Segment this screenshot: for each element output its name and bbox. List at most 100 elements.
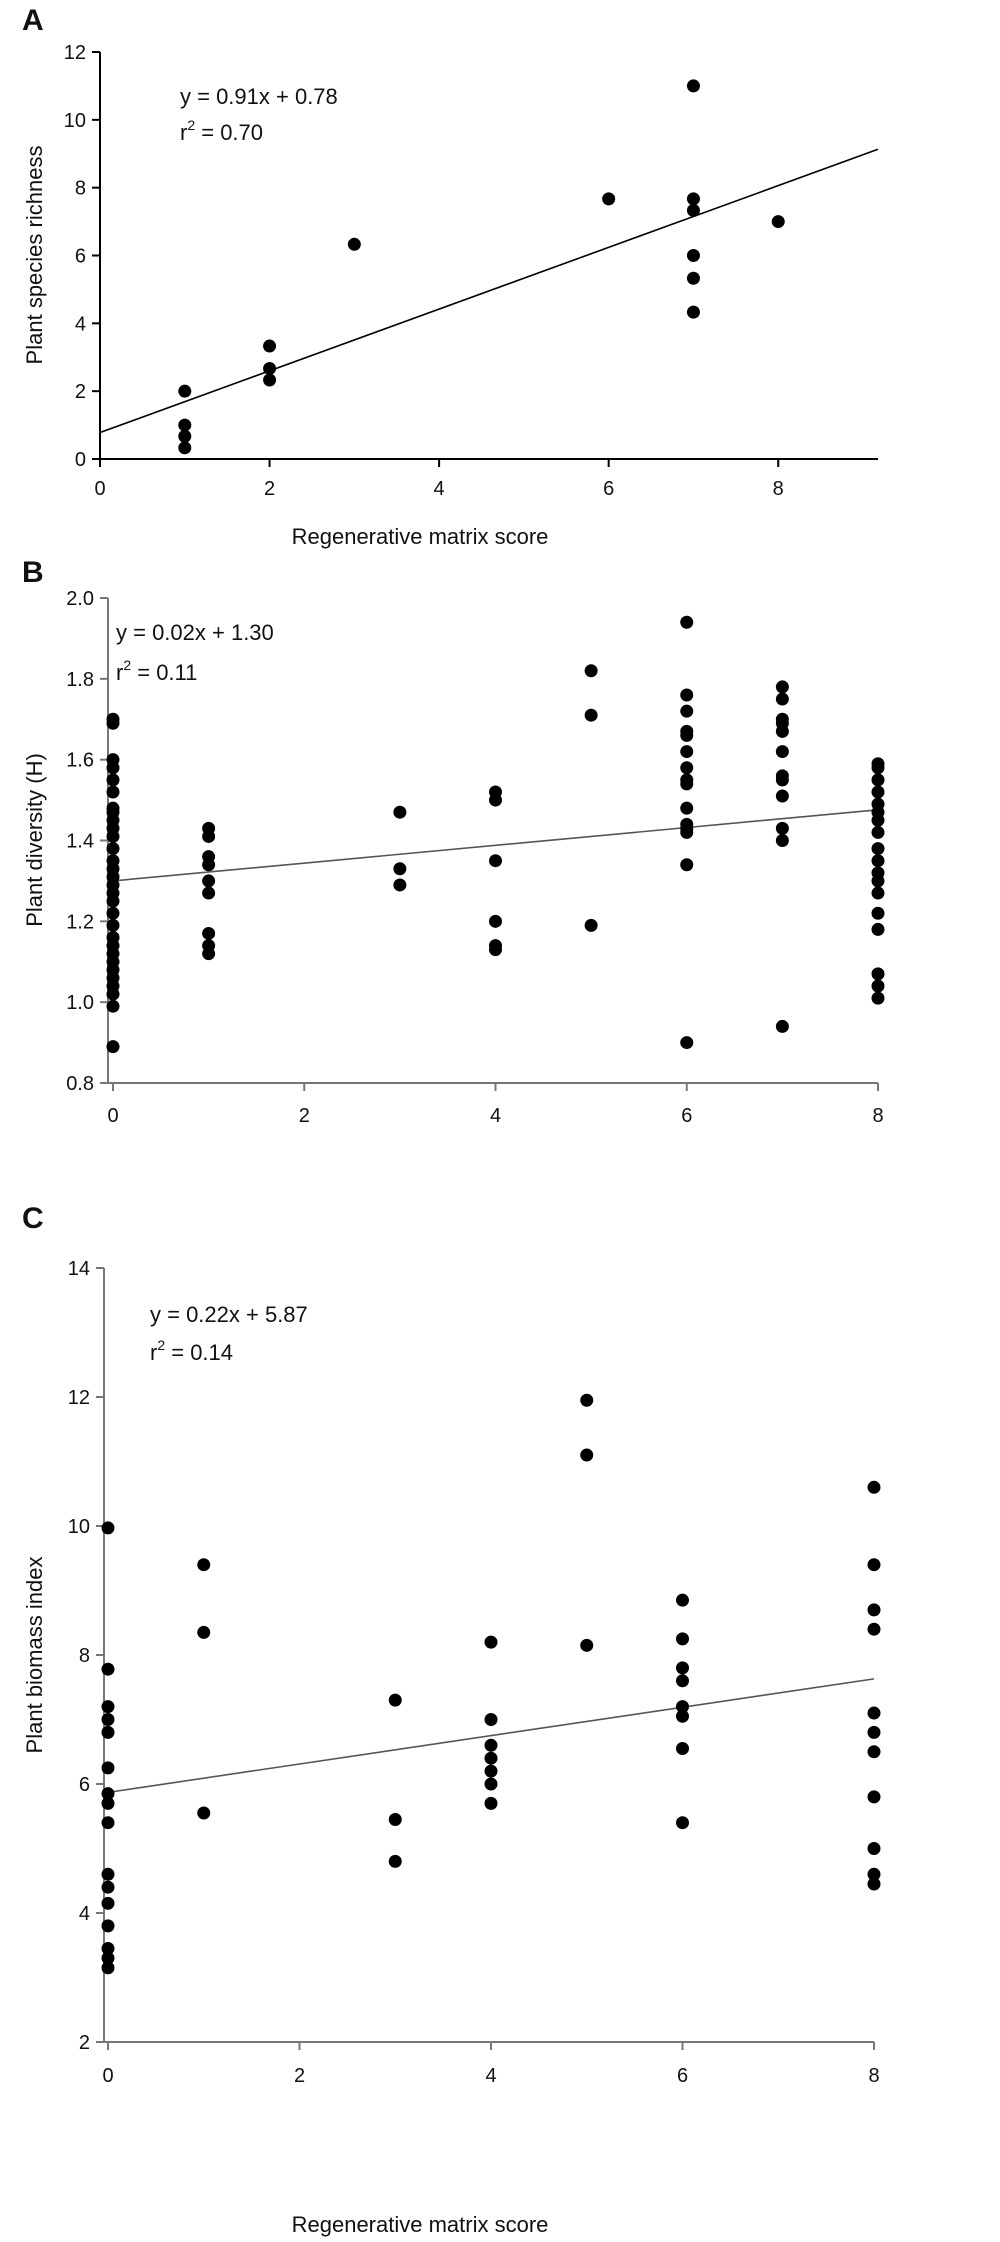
x-tick-label: 0	[107, 1105, 118, 1127]
data-point	[101, 1713, 115, 1726]
data-point	[263, 373, 277, 387]
x-tick-label: 4	[434, 478, 445, 500]
data-point	[178, 384, 192, 398]
x-tick-label: 8	[872, 1105, 883, 1127]
data-point	[263, 361, 277, 375]
x-tick-label: 6	[681, 1105, 692, 1127]
x-tick-label: 6	[603, 478, 614, 500]
panel-b: B 0.8 1.0 1.2 1.4 1.6 1.8 2.0 0 2 4 6 8 Plant diversi…	[22, 556, 885, 1127]
data-point	[871, 991, 885, 1005]
data-point	[106, 987, 120, 1001]
data-point	[393, 878, 407, 892]
data-point	[106, 918, 120, 932]
x-tick-label: 8	[773, 478, 784, 500]
data-point	[101, 1919, 115, 1933]
y-axis-label: Plant diversity (H)	[22, 753, 47, 927]
y-tick-label: 12	[64, 42, 86, 64]
data-point	[871, 906, 885, 920]
data-point	[775, 745, 789, 759]
data-point	[871, 874, 885, 888]
x-tick-label: 4	[490, 1105, 501, 1127]
data-point	[393, 805, 407, 819]
data-point	[106, 785, 120, 799]
r-squared-value: = 0.14	[165, 1340, 233, 1365]
data-point	[867, 1725, 881, 1739]
data-point	[106, 1040, 120, 1054]
panel-label: A	[22, 4, 44, 37]
panel-label: B	[22, 556, 44, 589]
data-point	[775, 773, 789, 787]
data-point	[871, 761, 885, 775]
data-point	[202, 858, 216, 872]
data-point	[584, 918, 598, 932]
x-tick-label: 6	[677, 2065, 688, 2087]
r-superscript: 2	[187, 117, 195, 133]
data-point	[867, 1842, 881, 1855]
data-point	[867, 1480, 881, 1494]
y-tick-label: 10	[64, 110, 86, 132]
r-squared-value: = 0.11	[131, 660, 197, 685]
data-point	[489, 914, 502, 928]
data-point	[101, 1796, 115, 1810]
data-point	[101, 1700, 115, 1714]
data-point	[101, 1961, 115, 1975]
data-point	[178, 441, 192, 455]
regression-equation: y = 0.02x + 1.30	[116, 620, 274, 645]
x-tick-label: 0	[102, 2065, 113, 2087]
data-point	[686, 192, 700, 206]
trend-line	[107, 1678, 875, 1794]
r-symbol: r	[150, 1340, 157, 1365]
r-squared-value: = 0.70	[195, 120, 263, 145]
x-tick-label: 8	[868, 2065, 879, 2087]
y-tick-label: 1.4	[66, 831, 94, 853]
data-point	[771, 215, 785, 229]
data-point	[106, 829, 120, 843]
data-point	[871, 842, 885, 856]
y-tick-label: 8	[79, 1645, 90, 1667]
y-tick-label: 2	[79, 2032, 90, 2054]
data-point	[202, 886, 216, 900]
data-point	[178, 429, 192, 443]
data-point	[775, 680, 789, 694]
y-tick-label: 12	[68, 1387, 90, 1409]
data-point	[680, 615, 694, 629]
r-superscript: 2	[157, 1337, 165, 1353]
x-axis-label: Regenerative matrix score	[292, 2212, 549, 2237]
data-point	[680, 801, 694, 815]
data-point	[775, 724, 789, 738]
data-point	[202, 874, 216, 888]
r-symbol: r	[116, 660, 123, 685]
data-point	[871, 785, 885, 799]
data-point	[775, 789, 789, 803]
data-point	[489, 943, 502, 957]
y-tick-label: 8	[75, 178, 86, 200]
data-point	[106, 761, 120, 775]
y-tick-label: 1.0	[66, 992, 94, 1014]
data-point	[484, 1713, 498, 1726]
data-point	[101, 1521, 115, 1535]
data-point	[676, 1632, 689, 1646]
data-point	[584, 664, 598, 678]
data-point	[871, 773, 885, 787]
r-squared-label: r2 = 0.70	[180, 117, 263, 145]
y-tick-label: 4	[79, 1903, 90, 1925]
data-point	[871, 967, 885, 981]
data-point	[101, 1725, 115, 1739]
x-tick-label: 2	[294, 2065, 305, 2087]
data-point	[871, 886, 885, 900]
data-point	[676, 1674, 689, 1688]
data-point	[686, 271, 700, 285]
data-point	[580, 1448, 594, 1462]
data-point	[867, 1867, 881, 1881]
y-tick-label: 4	[75, 313, 86, 335]
data-point	[680, 1036, 694, 1050]
data-point	[686, 305, 700, 319]
data-point	[101, 1896, 115, 1910]
y-tick-label: 10	[68, 1516, 90, 1538]
data-point	[101, 1816, 115, 1830]
data-point	[580, 1638, 594, 1652]
y-tick-label: 1.6	[66, 750, 94, 772]
data-point	[680, 761, 694, 775]
